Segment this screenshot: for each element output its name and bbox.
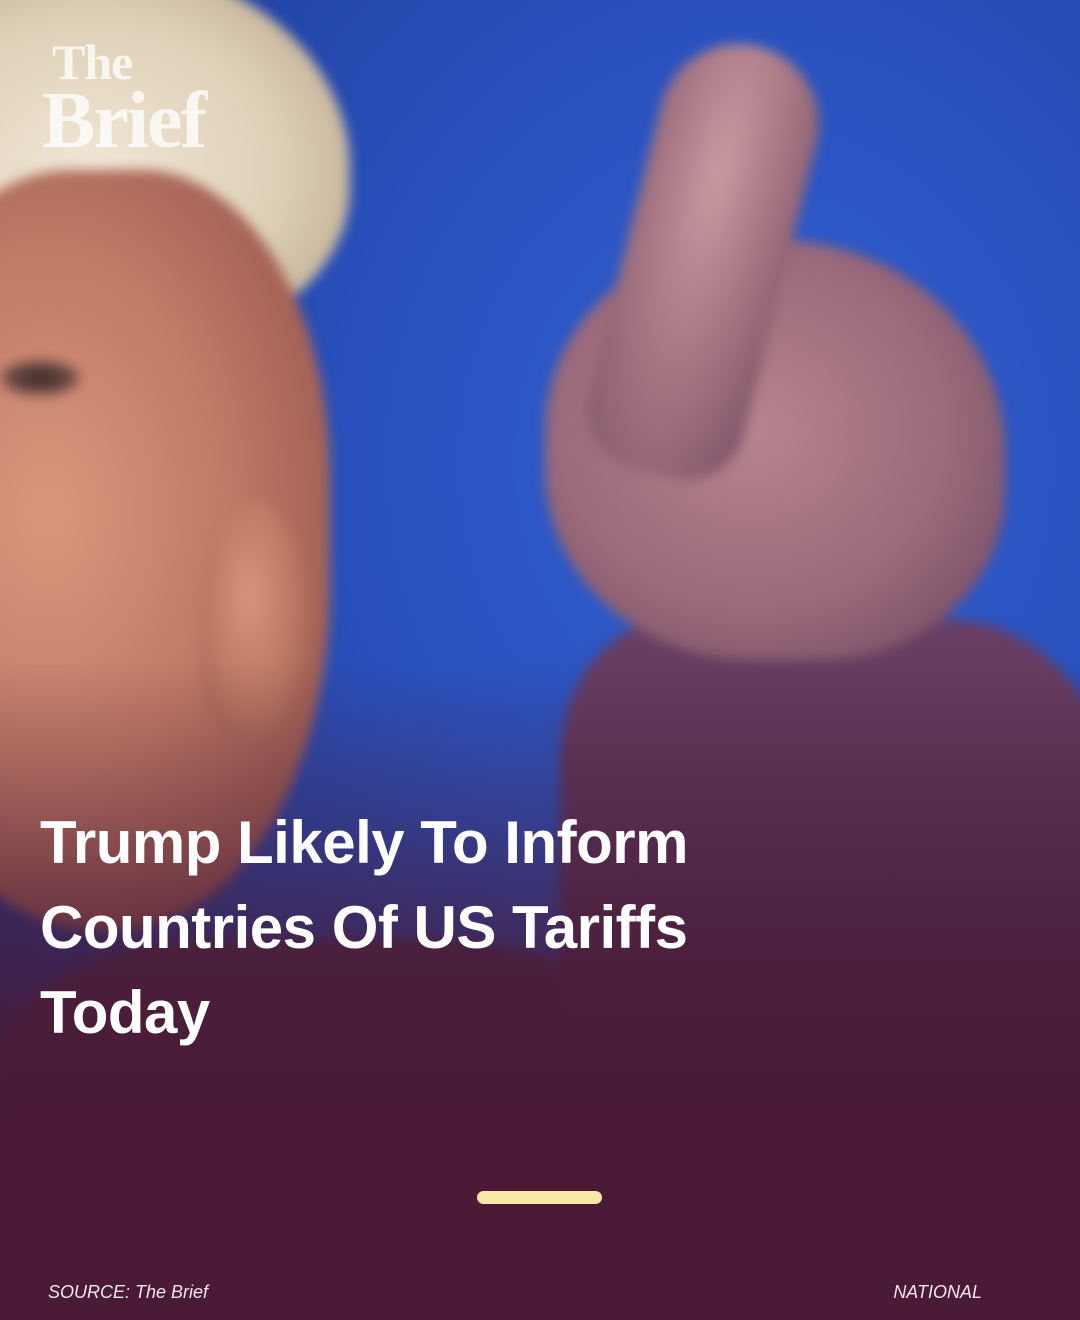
carousel-indicator[interactable] (477, 1191, 602, 1204)
headline: Trump Likely To Inform Countries Of US T… (40, 809, 688, 1046)
category-label: NATIONAL (893, 1282, 982, 1302)
logo-line-brief: Brief (42, 77, 207, 165)
footer: SOURCE: The Brief NATIONAL (0, 1280, 1080, 1310)
brand-logo: The Brief (42, 34, 207, 165)
logo-line-the: The (52, 34, 133, 90)
source-label: SOURCE: The Brief (48, 1282, 209, 1302)
